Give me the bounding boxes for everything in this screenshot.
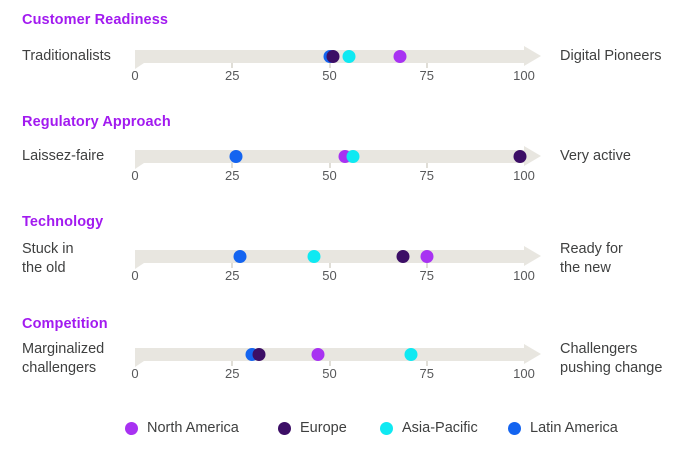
data-point-europe <box>326 50 340 63</box>
axis-notch <box>231 361 234 366</box>
scale-track <box>135 344 541 367</box>
axis-tick-label: 50 <box>322 68 337 83</box>
section-heading-competition: Competition <box>22 316 108 332</box>
track-start-flag <box>135 263 144 269</box>
axis-tick-label: 75 <box>419 68 434 83</box>
track-arrowhead-icon <box>524 46 541 66</box>
axis-ticks: 0 25 50 75 100 <box>131 268 534 283</box>
axis-notch <box>328 263 331 268</box>
axis-tick-label: 25 <box>225 366 240 381</box>
asia-pacific-dot-icon <box>380 421 393 435</box>
section-heading-customer-readiness: Customer Readiness <box>22 12 169 28</box>
axis-notch <box>231 63 234 68</box>
axis-notch <box>425 263 428 268</box>
axis-tick-label: 50 <box>322 168 337 183</box>
track-arrowhead-icon <box>524 146 541 166</box>
legend-item-latin-america: Latin America <box>508 420 618 436</box>
axis-tick-label: 25 <box>225 68 240 83</box>
latin-america-dot-icon <box>508 421 521 435</box>
legend-label: Latin America <box>530 420 618 436</box>
axis-tick-label: 75 <box>419 168 434 183</box>
track-arrowhead-icon <box>524 344 541 364</box>
axis-tick-label: 100 <box>513 68 535 83</box>
data-point-europe <box>513 150 527 163</box>
axis-notch <box>425 163 428 168</box>
scale-right-label: Ready for the new <box>560 241 623 276</box>
data-point-latin-america <box>233 250 247 263</box>
data-point-north-america <box>393 50 407 63</box>
scale-track <box>135 146 541 169</box>
axis-tick-label: 0 <box>131 268 139 283</box>
axis-notch <box>231 263 234 268</box>
section-heading-technology: Technology <box>22 214 104 230</box>
data-point-asia-pacific <box>404 348 418 361</box>
data-point-europe <box>252 348 266 361</box>
axis-notch <box>425 361 428 366</box>
axis-notch <box>328 361 331 366</box>
axis-tick-label: 0 <box>131 68 139 83</box>
axis-ticks: 0 25 50 75 100 <box>131 366 534 381</box>
axis-notch <box>328 163 331 168</box>
scale-right-label: Challengers pushing change <box>560 341 663 376</box>
axis-ticks: 0 25 50 75 100 <box>131 68 534 83</box>
legend-label: North America <box>147 420 239 436</box>
track-arrowhead-icon <box>524 246 541 266</box>
axis-tick-label: 25 <box>225 168 240 183</box>
axis-tick-label: 100 <box>513 168 535 183</box>
scale-right-label: Very active <box>560 148 631 164</box>
north-america-dot-icon <box>125 421 138 435</box>
legend-label: Asia-Pacific <box>402 420 478 436</box>
axis-notch <box>425 63 428 68</box>
scale-left-label: Laissez-faire <box>22 148 105 164</box>
axis-ticks: 0 25 50 75 100 <box>131 168 534 183</box>
section-heading-regulatory-approach: Regulatory Approach <box>22 114 171 130</box>
europe-dot-icon <box>278 421 291 435</box>
legend-item-asia-pacific: Asia-Pacific <box>380 420 478 436</box>
axis-tick-label: 100 <box>513 366 535 381</box>
axis-tick-label: 25 <box>225 268 240 283</box>
axis-tick-label: 75 <box>419 366 434 381</box>
legend-item-europe: Europe <box>278 420 347 436</box>
scale-left-label: Stuck in the old <box>22 241 74 276</box>
scale-track <box>135 46 541 69</box>
axis-tick-label: 75 <box>419 268 434 283</box>
data-point-north-america <box>420 250 434 263</box>
axis-tick-label: 50 <box>322 366 337 381</box>
data-point-latin-america <box>229 150 243 163</box>
data-point-europe <box>396 250 410 263</box>
axis-tick-label: 0 <box>131 168 139 183</box>
axis-tick-label: 0 <box>131 366 139 381</box>
data-point-asia-pacific <box>346 150 360 163</box>
scale-left-label: Traditionalists <box>22 48 111 64</box>
legend-item-north-america: North America <box>125 420 239 436</box>
scale-track <box>135 246 541 269</box>
data-point-north-america <box>311 348 325 361</box>
axis-tick-label: 100 <box>513 268 535 283</box>
legend-label: Europe <box>300 420 347 436</box>
track-start-flag <box>135 163 144 169</box>
data-point-asia-pacific <box>307 250 321 263</box>
data-point-asia-pacific <box>342 50 356 63</box>
scale-left-label: Marginalized challengers <box>22 341 105 376</box>
axis-notch <box>231 163 234 168</box>
axis-notch <box>328 63 331 68</box>
track-start-flag <box>135 63 144 69</box>
track-start-flag <box>135 361 144 367</box>
axis-tick-label: 50 <box>322 268 337 283</box>
scale-right-label: Digital Pioneers <box>560 48 662 64</box>
